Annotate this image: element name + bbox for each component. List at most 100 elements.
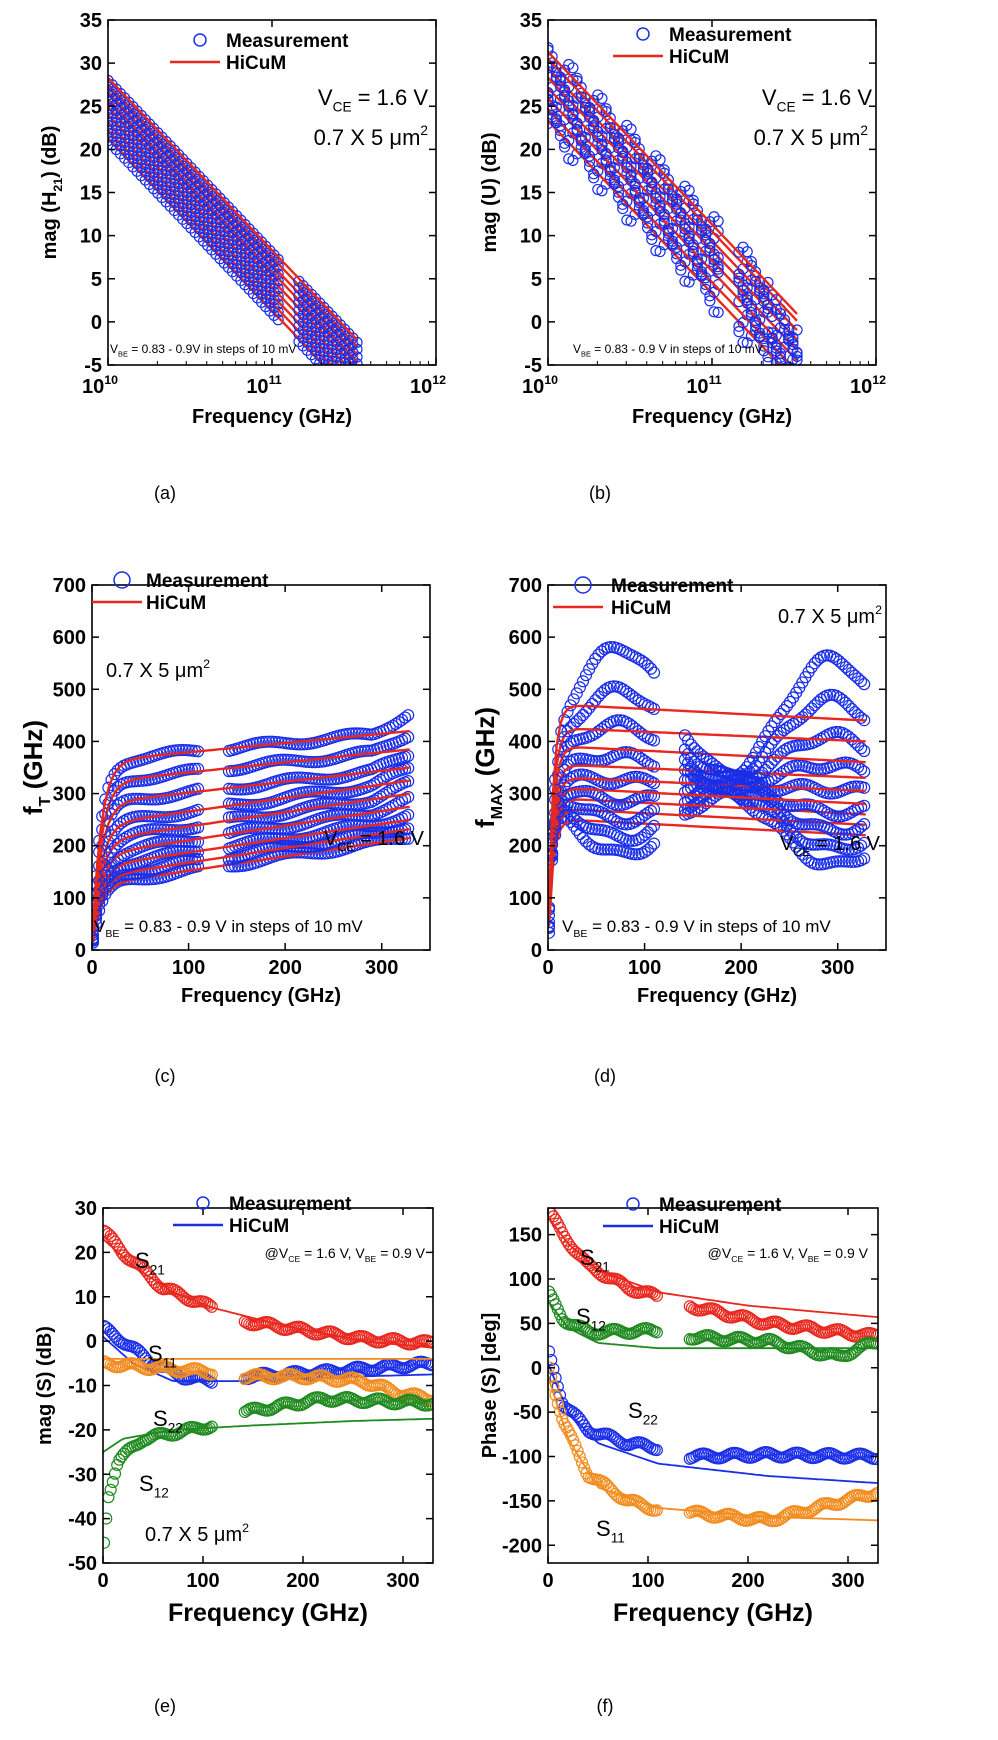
measurement-point (287, 737, 300, 751)
measurement-point (858, 678, 871, 691)
x-tick-label: 1012 (850, 373, 886, 398)
y-tick-label: 25 (520, 96, 542, 118)
measurement-point (805, 702, 818, 715)
measurement-point (232, 783, 245, 796)
chart-c: 0 100 200 300 400 500 600 700 0 100 200 300 Frequenc… (18, 571, 431, 1086)
measurement-point (814, 838, 828, 851)
measurement-point (712, 266, 724, 279)
x-axis-label: Frequency (GHz) (613, 1599, 813, 1627)
measurement-point (778, 323, 791, 336)
measurement-point-21 (578, 1252, 591, 1265)
model-line-6 (92, 766, 410, 935)
measurement-point (858, 781, 871, 794)
measurement-point (774, 351, 787, 363)
measurement-point (644, 662, 658, 675)
chart-d: 0 100 200 300 400 500 600 700 0 100 200 300 Frequenc… (470, 575, 887, 1086)
measurement-point (774, 347, 787, 359)
measurement-point (782, 364, 787, 365)
measurement-point (225, 860, 239, 873)
x-axis-label: Frequency (GHz) (181, 985, 341, 1007)
measurement-point (629, 692, 642, 705)
measurement-point-21 (548, 1208, 558, 1220)
measurement-point (191, 782, 205, 795)
measurement-point (854, 820, 868, 833)
measurement-point (854, 742, 868, 755)
y-tick-label: 100 (509, 1269, 542, 1291)
measurement-point (321, 773, 334, 786)
y-tick-label: 150 (509, 1225, 542, 1247)
measurement-point (573, 681, 586, 694)
measurement-point-21 (560, 1234, 573, 1247)
measurement-point (111, 764, 124, 777)
measurement-point (351, 358, 363, 365)
measurement-point-22 (548, 1353, 558, 1367)
measurement-point (671, 241, 683, 253)
measurement-point (641, 806, 654, 819)
measurement-point (559, 64, 571, 76)
measurement-point (817, 838, 831, 851)
measurement-point (229, 783, 242, 796)
measurement-point (348, 393, 358, 403)
measurement-point (623, 687, 636, 700)
measurement-point (845, 827, 858, 840)
measurement-point (700, 234, 712, 246)
measurement-point (792, 405, 802, 415)
measurement-point (346, 798, 359, 811)
measurement-point (786, 717, 800, 730)
y-tick-label: -5 (524, 355, 542, 377)
measurement-point (685, 738, 698, 751)
legend-measurement-label: Measurement (659, 1195, 782, 1216)
legend-model-label: HiCuM (146, 593, 206, 614)
measurement-point (712, 251, 724, 264)
x-tick-label: 100 (186, 1570, 219, 1592)
measurement-point-21 (141, 1267, 155, 1280)
y-axis-label: Phase (S) [deg] (479, 1313, 501, 1459)
measurement-point-21 (205, 1300, 218, 1313)
y-axis-label: mag (S) (dB) (34, 1326, 56, 1445)
measurement-point (601, 809, 614, 822)
panel-caption: (b) (589, 483, 611, 503)
measurement-point (157, 834, 171, 848)
measurement-point (799, 851, 812, 864)
measurement-point-21 (564, 1241, 578, 1254)
measurement-point (586, 697, 599, 711)
y-axis-label: fT (GHz) (18, 720, 54, 815)
y-tick-label: 200 (53, 836, 86, 858)
measurement-point-21 (650, 1289, 663, 1302)
measurement-point (745, 330, 757, 342)
measurement-point (598, 793, 611, 806)
measurement-point (842, 807, 855, 820)
measurement-point (561, 725, 574, 738)
measurement-point (788, 394, 798, 404)
x-tick-label: 300 (386, 1570, 419, 1592)
measurement-point (610, 714, 624, 727)
measurement-point (303, 785, 316, 798)
measurement-point (647, 777, 661, 790)
measurement-point (361, 744, 375, 757)
measurement-point (658, 167, 670, 179)
measurement-point (774, 821, 787, 834)
measurement-point (629, 770, 642, 783)
measurement-point (272, 253, 284, 265)
measurement-point (811, 858, 824, 871)
y-tick-label: 600 (53, 627, 86, 649)
measurement-point (647, 734, 661, 747)
measurement-point (691, 771, 704, 785)
measurement-point (389, 717, 402, 731)
measurement-point (610, 798, 624, 812)
model-line-5 (92, 779, 410, 937)
measurement-point (550, 71, 562, 83)
measurement-point-21 (582, 1257, 595, 1270)
measurement-point (775, 378, 785, 388)
measurement-point (179, 743, 192, 757)
measurement-point (637, 163, 650, 175)
measurement-point-22 (650, 1443, 663, 1457)
y-tick-label: 35 (520, 10, 542, 32)
measurement-point (712, 762, 726, 775)
measurement-point (768, 771, 781, 785)
measurement-point (589, 652, 602, 665)
measurement-point (108, 824, 121, 837)
